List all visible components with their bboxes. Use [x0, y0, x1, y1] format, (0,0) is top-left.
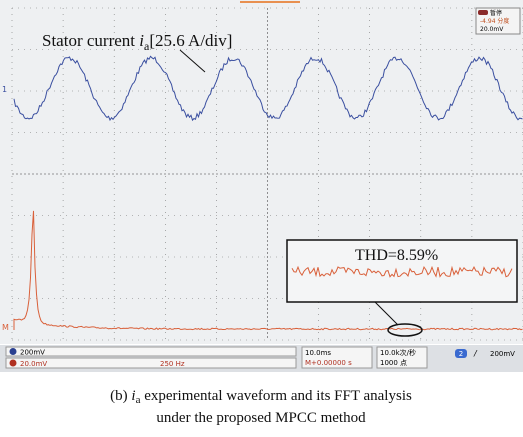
bar-text: M+0.00000 s — [305, 359, 352, 367]
trace-label: Stator current ia[25.6 A/div] — [42, 31, 232, 53]
bar-text: 250 Hz — [160, 360, 185, 368]
ch1-field — [6, 347, 296, 356]
bar-text: 2 — [459, 350, 463, 358]
status-text: 20.0mV — [480, 26, 504, 33]
status-text: -4.94 分度 — [480, 17, 509, 25]
figure: 1 M Stator current ia[25.6 A/div] 暂停 -4.… — [0, 0, 523, 437]
channel-marker: M — [2, 323, 9, 332]
bar-text: 200mV — [490, 350, 515, 358]
bar-text: 1000 点 — [380, 359, 407, 367]
caption-line: under the proposed MPCC method — [156, 410, 366, 426]
bar-text: 20.0mV — [20, 360, 47, 368]
bar-text: 200mV — [20, 349, 45, 357]
caption-line: (b) ia experimental waveform and its FFT… — [110, 388, 412, 406]
bar-text: 10.0k次/秒 — [380, 348, 416, 357]
math-icon — [10, 360, 17, 367]
thd-label: THD=8.59% — [355, 247, 438, 264]
bar-text: 10.0ms — [305, 349, 331, 357]
ch1-icon — [10, 348, 17, 355]
math-field — [6, 358, 296, 368]
status-text: 暂停 — [490, 9, 502, 17]
status-icon — [478, 10, 488, 15]
channel-marker: 1 — [2, 85, 7, 94]
